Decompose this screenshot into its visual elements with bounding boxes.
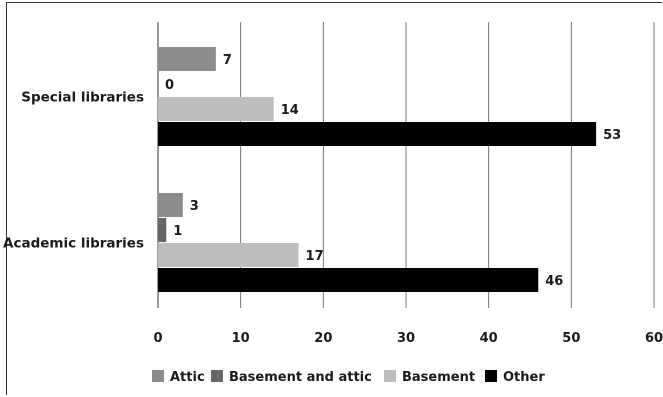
bar-academic-libraries-attic xyxy=(158,193,183,217)
bar-special-libraries-basement xyxy=(158,97,274,121)
x-tick-label: 0 xyxy=(153,331,162,346)
bar-academic-libraries-basement xyxy=(158,243,299,267)
legend-swatch-basement xyxy=(384,370,396,382)
legend-swatch-attic xyxy=(152,370,164,382)
category-label: Special libraries xyxy=(21,90,144,106)
bar-academic-libraries-other xyxy=(158,268,539,292)
data-label: 53 xyxy=(603,128,621,143)
data-label: 46 xyxy=(545,274,563,289)
bar-academic-libraries-basement-and-attic xyxy=(158,218,167,242)
x-tick-label: 60 xyxy=(645,331,663,346)
legend-label: Basement and attic xyxy=(229,370,372,385)
data-label: 14 xyxy=(281,103,299,118)
x-tick-label: 30 xyxy=(397,331,415,346)
legend: Attic Basement and attic Basement Other xyxy=(152,370,545,385)
legend-label: Attic xyxy=(170,370,205,385)
bar-special-libraries-attic xyxy=(158,47,216,71)
data-label: 1 xyxy=(173,224,182,239)
data-label: 17 xyxy=(306,249,324,264)
legend-swatch-basement-and-attic xyxy=(211,370,223,382)
x-tick-label: 10 xyxy=(232,331,250,346)
bars: 7 0 14 53 31 17 46 xyxy=(158,47,621,292)
data-label: 3 xyxy=(190,199,199,214)
data-label: 0 xyxy=(165,78,174,93)
legend-swatch-other xyxy=(485,370,497,382)
legend-label: Other xyxy=(503,370,545,385)
x-tick-label: 50 xyxy=(562,331,580,346)
chart-frame xyxy=(6,2,662,395)
x-axis: 0 10 20 30 40 50 60 xyxy=(153,331,663,346)
x-tick-label: 40 xyxy=(480,331,498,346)
category-label: Academic libraries xyxy=(3,236,144,252)
category-labels: Special libraries Academic libraries xyxy=(3,90,144,252)
legend-label: Basement xyxy=(402,370,475,385)
data-label: 7 xyxy=(223,53,232,68)
x-tick-label: 20 xyxy=(314,331,332,346)
bar-special-libraries-other xyxy=(158,122,597,146)
